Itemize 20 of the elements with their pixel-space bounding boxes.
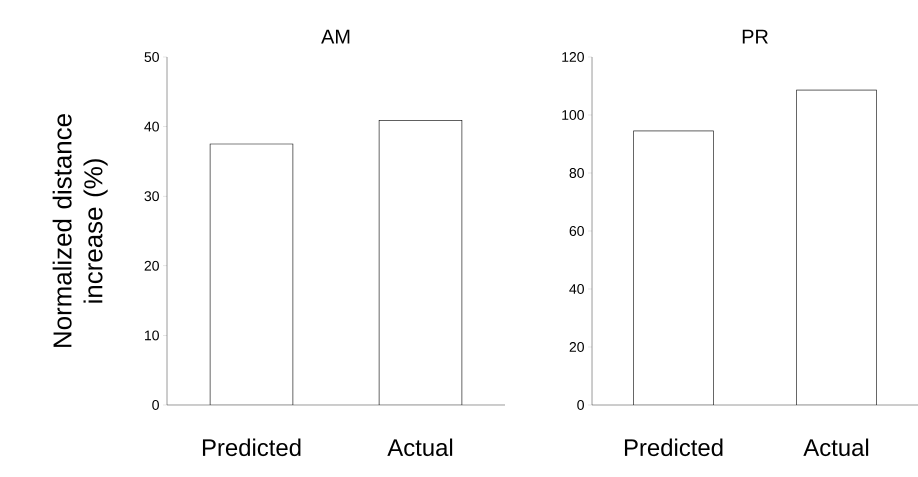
y-tick-label: 80	[570, 168, 584, 178]
chart-title: PR	[742, 30, 768, 44]
y-tick-label: 20	[144, 260, 159, 271]
y-tick-label: 60	[570, 226, 584, 236]
y-tick-label: 100	[562, 110, 584, 120]
x-tick-label: Predicted	[202, 438, 300, 456]
x-tick-label: Predicted	[624, 438, 722, 456]
x-tick-label: Actual	[387, 438, 452, 456]
x-tick-label: Actual	[803, 438, 868, 456]
y-tick-label: 0	[152, 400, 159, 410]
y-tick-label: 10	[145, 330, 159, 340]
y-tick-label: 120	[562, 52, 584, 62]
y-tick-label: 0	[577, 400, 584, 410]
y-axis-title: Normalized distance increase (%)	[52, 114, 108, 347]
y-tick-label: 40	[569, 284, 584, 294]
y-tick-label: 40	[144, 122, 159, 132]
chart-title: AM	[321, 30, 350, 44]
y-tick-label: 30	[144, 191, 159, 202]
y-tick-label: 20	[570, 342, 584, 352]
y-tick-label: 50	[144, 52, 159, 62]
